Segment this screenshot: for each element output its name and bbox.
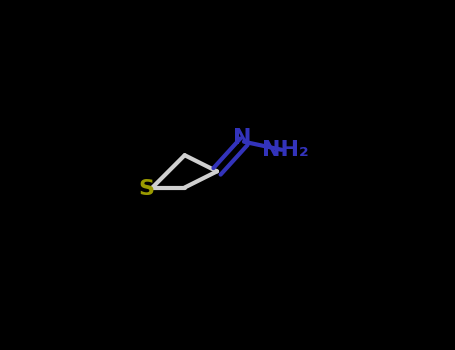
- Text: N: N: [233, 128, 252, 148]
- Text: NH₂: NH₂: [263, 140, 309, 160]
- Text: S: S: [138, 179, 154, 199]
